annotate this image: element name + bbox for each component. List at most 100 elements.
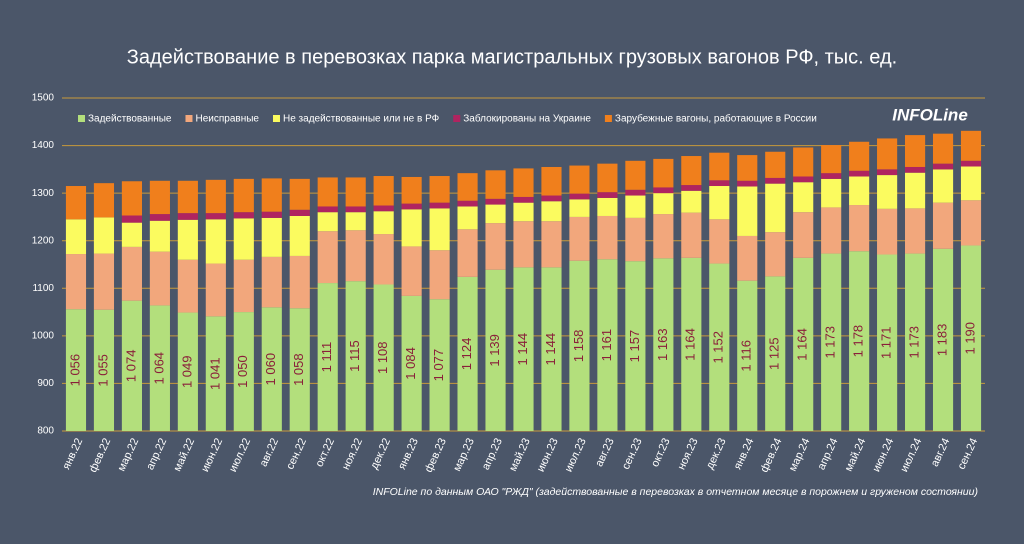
bar-segment [821,253,842,431]
y-tick-label: 900 [37,378,54,389]
bar-segment [429,202,450,209]
bar-segment [765,232,786,277]
bar-segment [429,250,450,300]
legend-swatch [78,115,85,122]
bar-segment [261,307,282,431]
bar-segment [681,257,702,431]
bar-segment [821,178,842,208]
bar-segment [373,284,394,431]
bar-segment [401,246,422,296]
bar-segment [65,186,87,220]
bar-segment [625,261,646,431]
bar-segment [541,195,562,202]
bar-segment [877,138,898,170]
bar-segment [177,259,198,313]
logo: INFOLine [892,105,968,124]
bar-segment [261,256,282,308]
bar-segment [513,267,534,431]
bar-segment [261,217,282,257]
bar-segment [932,133,954,164]
bar-segment [317,177,338,207]
bar-segment [793,147,814,177]
legend-label: Неисправные [195,114,259,125]
bar-segment [149,214,170,221]
bar-segment [821,145,842,174]
data-label: 1 164 [683,328,698,361]
bar-segment [93,183,115,218]
bar-segment [205,316,226,431]
data-label: 1 183 [934,324,949,357]
bar-segment [905,253,926,431]
bar-segment [457,206,478,230]
bar-segment [149,180,170,215]
bar-segment [569,260,590,431]
y-tick-label: 1100 [32,283,54,294]
data-label: 1 084 [403,347,418,380]
bar-segment [149,251,170,306]
bar-segment [597,192,618,198]
bar-segment [793,257,814,431]
y-tick-label: 1400 [32,140,55,151]
bar-segment [905,208,926,254]
bar-segment [821,173,842,179]
data-label: 1 157 [627,330,642,363]
bar-segment [569,199,590,217]
data-label: 1 144 [543,333,558,366]
bar-segment [401,209,422,247]
bar-segment [765,177,786,184]
bar-segment [597,215,618,260]
bar-segment [345,212,366,231]
data-label: 1 171 [879,326,894,359]
bar-segment [653,193,674,215]
data-label: 1 139 [487,334,502,367]
bar-segment [960,130,982,161]
data-label: 1 074 [123,350,138,383]
bar-segment [429,176,450,203]
data-label: 1 144 [515,333,530,366]
data-label: 1 058 [291,353,306,386]
y-tick-label: 1000 [32,330,55,341]
bar-segment [877,254,898,431]
bar-segment [233,259,254,313]
bar-segment [233,212,254,219]
bar-segment [932,248,954,431]
bar-segment [205,263,226,317]
bar-segment [513,202,534,222]
bar-segment [289,308,310,431]
bar-segment [65,254,87,310]
bar-segment [93,217,115,254]
bar-segment [177,219,198,260]
data-label: 1 161 [599,329,614,362]
bar-segment [205,213,226,220]
bar-segment [849,176,870,206]
bar-segment [569,193,590,200]
bar-segment [681,212,702,258]
bar-segment [121,215,142,223]
bar-segment [373,211,394,235]
bar-segment [373,205,394,212]
data-label: 1 049 [179,356,194,389]
bar-segment [149,220,170,252]
bar-segment [261,178,282,212]
bar-segment [541,267,562,431]
data-label: 1 116 [739,340,754,372]
bar-segment [681,190,702,213]
bar-segment [233,218,254,260]
legend-swatch [185,115,193,122]
y-tick-label: 800 [37,426,54,437]
bar-segment [905,172,926,209]
bar-segment [625,160,646,190]
bar-segment [737,155,758,181]
legend-swatch [272,115,280,122]
bar-segment [289,178,310,210]
bar-segment [317,212,338,232]
bar-segment [849,170,870,177]
bar-segment [65,219,87,255]
data-label: 1 173 [823,326,838,359]
bar-segment [597,163,618,193]
data-label: 1 164 [795,328,810,361]
bar-segment [765,151,786,178]
bar-segment [345,281,366,431]
bar-segment [121,222,142,247]
